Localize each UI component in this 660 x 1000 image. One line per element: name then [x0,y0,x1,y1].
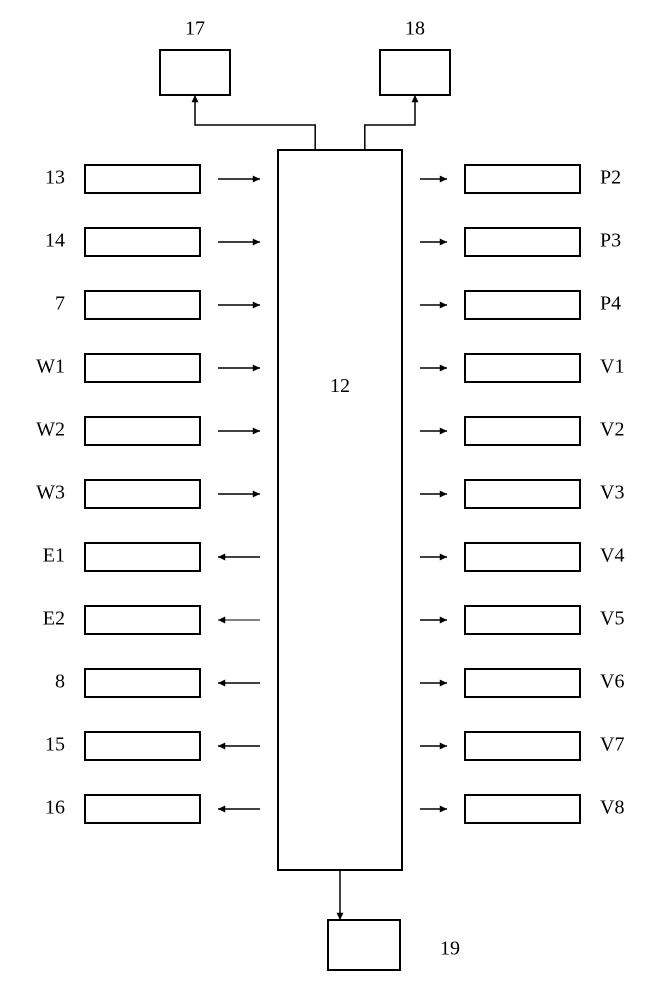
right-label-V6: V6 [600,671,624,693]
left-label-14: 14 [45,230,65,252]
right-box-V6 [465,669,580,697]
arrow-13-to-center [218,176,260,183]
left-label-E1: E1 [43,545,65,567]
left-label-E2: E2 [43,608,65,630]
top-left-label: 17 [185,18,205,40]
top-right-label: 18 [405,18,425,40]
right-box-P4 [465,291,580,319]
arrow-center-to-V6 [420,680,447,687]
arrow-center-to-E2 [218,617,260,624]
left-box-13 [85,165,200,193]
left-box-16 [85,795,200,823]
center-block [278,150,402,870]
arrow-center-to-17 [192,95,316,150]
center-block-label: 12 [330,375,350,397]
arrow-center-to-18 [365,95,419,150]
left-box-E2 [85,606,200,634]
arrow-center-to-V4 [420,554,447,561]
right-box-V4 [465,543,580,571]
arrow-center-to-V1 [420,365,447,372]
left-label-15: 15 [45,734,65,756]
arrow-center-to-V5 [420,617,447,624]
arrow-W3-to-center [218,491,260,498]
bottom-box [328,920,400,970]
bottom-box-label: 19 [440,938,460,960]
arrow-center-to-P3 [420,239,447,246]
right-label-P2: P2 [600,167,621,189]
right-box-V7 [465,732,580,760]
top-left-box [160,50,230,95]
arrow-center-to-E1 [218,554,260,561]
left-label-16: 16 [45,797,65,819]
arrow-center-to-P4 [420,302,447,309]
right-label-V5: V5 [600,608,624,630]
left-label-W1: W1 [36,356,65,378]
right-box-P2 [465,165,580,193]
left-box-8 [85,669,200,697]
right-box-V2 [465,417,580,445]
left-box-7 [85,291,200,319]
arrow-center-to-V8 [420,806,447,813]
right-label-V1: V1 [600,356,624,378]
arrow-center-to-19 [337,870,344,920]
right-label-V4: V4 [600,545,624,567]
arrow-center-to-8 [218,680,260,687]
right-label-V8: V8 [600,797,624,819]
right-box-V1 [465,354,580,382]
right-label-P4: P4 [600,293,621,315]
left-box-W1 [85,354,200,382]
arrow-center-to-V2 [420,428,447,435]
left-label-8: 8 [55,671,65,693]
right-label-P3: P3 [600,230,621,252]
right-box-V3 [465,480,580,508]
right-label-V2: V2 [600,419,624,441]
right-box-V5 [465,606,580,634]
arrow-14-to-center [218,239,260,246]
left-box-15 [85,732,200,760]
arrow-W1-to-center [218,365,260,372]
left-box-W2 [85,417,200,445]
left-box-E1 [85,543,200,571]
left-label-W3: W3 [36,482,65,504]
right-box-P3 [465,228,580,256]
right-box-V8 [465,795,580,823]
right-label-V3: V3 [600,482,624,504]
arrow-center-to-16 [218,806,260,813]
left-box-14 [85,228,200,256]
arrow-center-to-V3 [420,491,447,498]
arrow-W2-to-center [218,428,260,435]
right-label-V7: V7 [600,734,624,756]
left-label-7: 7 [55,293,65,315]
left-box-W3 [85,480,200,508]
arrow-7-to-center [218,302,260,309]
top-right-box [380,50,450,95]
arrow-center-to-15 [218,743,260,750]
left-label-W2: W2 [36,419,65,441]
left-label-13: 13 [45,167,65,189]
arrow-center-to-P2 [420,176,447,183]
arrow-center-to-V7 [420,743,447,750]
